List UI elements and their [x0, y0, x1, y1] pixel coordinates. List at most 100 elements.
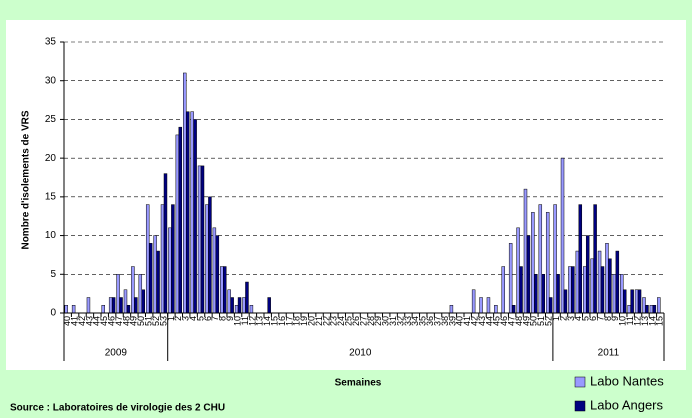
x-tick-label: 47	[114, 316, 124, 326]
x-tick-label: 15	[269, 316, 279, 326]
x-tick-label: 16	[277, 316, 287, 326]
bar	[200, 165, 205, 314]
x-tick-label: 34	[410, 316, 420, 326]
bar	[111, 297, 116, 314]
x-tick-label: 43	[477, 316, 487, 326]
bar	[556, 274, 560, 314]
bar	[553, 204, 557, 314]
x-tick-label: 11	[625, 316, 635, 325]
x-tick-label: 48	[514, 316, 524, 326]
bar	[538, 204, 543, 314]
x-tick-label: 45	[492, 316, 502, 326]
bar	[583, 266, 587, 314]
bar	[494, 305, 498, 314]
bar	[627, 305, 631, 314]
bar	[185, 111, 190, 314]
bar	[71, 305, 76, 314]
bar	[508, 243, 513, 314]
x-tick-label: 32	[395, 316, 405, 326]
x-tick-label: 51	[144, 316, 154, 326]
bar	[612, 274, 617, 314]
bar	[534, 274, 538, 314]
bar	[615, 250, 620, 314]
bar	[575, 250, 580, 314]
bar	[597, 250, 602, 314]
x-tick-label: 36	[425, 316, 435, 326]
bar	[560, 157, 565, 314]
x-tick-label: 14	[647, 316, 657, 326]
x-tick-label: 4	[573, 316, 583, 321]
bar	[227, 289, 231, 314]
bar	[657, 297, 661, 314]
x-tick-label: 6	[203, 316, 213, 321]
bar	[249, 305, 254, 314]
x-tick-label: 8	[218, 316, 228, 321]
x-tick-label: 26	[351, 316, 361, 326]
x-tick-label: 5	[581, 316, 591, 321]
y-tick-label: 5	[50, 269, 56, 280]
bar	[101, 305, 105, 314]
x-tick-label: 30	[381, 316, 391, 326]
bar	[486, 297, 491, 314]
x-tick-label: 38	[440, 316, 450, 326]
bar	[645, 305, 649, 314]
bar	[183, 72, 187, 314]
x-tick-label: 50	[529, 316, 539, 326]
bar	[605, 243, 609, 314]
bar	[126, 305, 131, 314]
bar	[608, 258, 612, 314]
x-tick-label: 7	[210, 316, 220, 321]
bar	[245, 281, 249, 314]
bar	[234, 305, 239, 314]
x-tick-label: 8	[603, 316, 613, 321]
bar	[593, 204, 597, 314]
bar	[642, 297, 646, 314]
x-tick-label: 2	[558, 316, 568, 321]
bar	[634, 289, 639, 314]
bar	[148, 243, 153, 314]
bar	[123, 289, 128, 314]
bar	[531, 212, 535, 314]
bar	[637, 289, 642, 314]
bar	[479, 297, 483, 314]
bar	[623, 289, 627, 314]
bar	[193, 119, 197, 314]
bar	[630, 289, 634, 314]
x-axis-label: Semaines	[335, 378, 382, 389]
bar	[585, 235, 590, 314]
legend-swatch	[574, 400, 586, 412]
x-tick-label: 52	[151, 316, 161, 326]
bar	[501, 266, 505, 314]
bar	[131, 266, 135, 314]
x-tick-label: 42	[469, 316, 479, 326]
x-tick-label: 24	[336, 316, 346, 326]
bar	[523, 188, 528, 314]
bar	[571, 266, 575, 314]
bar	[212, 227, 217, 314]
x-tick-label: 9	[610, 316, 620, 321]
bar	[168, 227, 172, 314]
group-label: 2009	[105, 348, 128, 359]
group-label: 2010	[349, 348, 372, 359]
x-tick-label: 49	[521, 316, 531, 326]
bar	[156, 250, 160, 314]
x-tick-label: 12	[632, 316, 642, 326]
x-tick-label: 3	[181, 316, 191, 321]
x-tick-label: 23	[329, 316, 339, 326]
bar	[64, 305, 68, 314]
legend-swatch	[574, 376, 586, 388]
bar	[548, 297, 553, 314]
x-tick-label: 51	[536, 316, 546, 326]
x-tick-label: 9	[225, 316, 235, 321]
bar	[267, 297, 271, 314]
x-tick-label: 13	[255, 316, 265, 326]
x-tick-label: 17	[284, 316, 294, 326]
x-tick-label: 31	[388, 316, 398, 326]
x-tick-label: 27	[358, 316, 368, 326]
x-tick-label: 41	[69, 316, 79, 326]
x-tick-label: 47	[507, 316, 517, 326]
bar	[86, 297, 91, 314]
bar	[526, 235, 531, 314]
x-tick-label: 46	[107, 316, 117, 326]
y-axis-label: Nombre d'isolements de VRS	[21, 110, 32, 249]
